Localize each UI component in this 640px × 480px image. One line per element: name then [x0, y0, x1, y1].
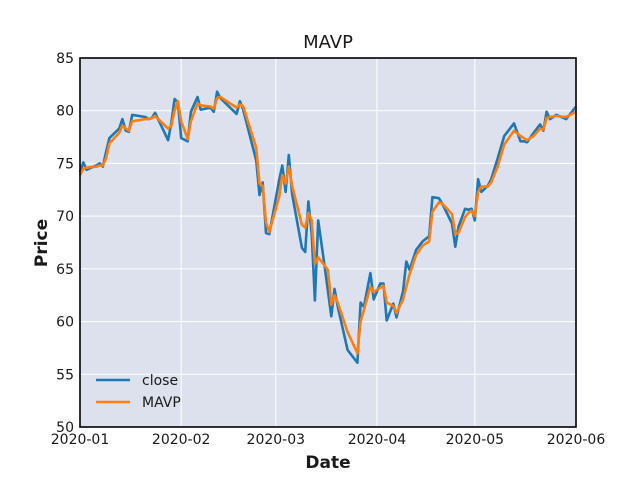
y-tick-label: 85 [56, 51, 74, 67]
y-tick-label: 75 [56, 156, 74, 172]
legend: close MAVP [96, 373, 181, 411]
chart-title: MAVP [303, 32, 353, 53]
y-tick-label: 65 [56, 262, 74, 278]
y-axis-label: Price [32, 219, 52, 267]
y-tick-label: 55 [56, 367, 74, 383]
x-axis-label: Date [305, 453, 350, 473]
y-tick-label: 50 [56, 420, 74, 436]
legend-label-close: close [142, 373, 178, 389]
plot-frame [79, 57, 577, 428]
x-tick-label: 2020-06 [547, 432, 606, 448]
legend-label-mavp: MAVP [142, 395, 181, 411]
y-tick-label: 70 [56, 209, 74, 225]
x-axis-ticks: 2020-01 2020-02 2020-03 2020-04 2020-05 2020-… [51, 432, 606, 448]
y-tick-label: 60 [56, 315, 74, 331]
x-tick-label: 2020-05 [446, 432, 505, 448]
x-tick-label: 2020-01 [51, 432, 110, 448]
y-tick-label: 80 [56, 104, 74, 120]
y-axis-ticks: 50 55 60 65 70 75 80 85 [56, 51, 74, 436]
series-layer [78, 90, 578, 364]
series-line-mavp [78, 95, 577, 355]
x-tick-label: 2020-02 [152, 432, 211, 448]
x-tick-label: 2020-03 [247, 432, 306, 448]
plot-area [80, 58, 576, 427]
x-tick-label: 2020-04 [348, 432, 407, 448]
